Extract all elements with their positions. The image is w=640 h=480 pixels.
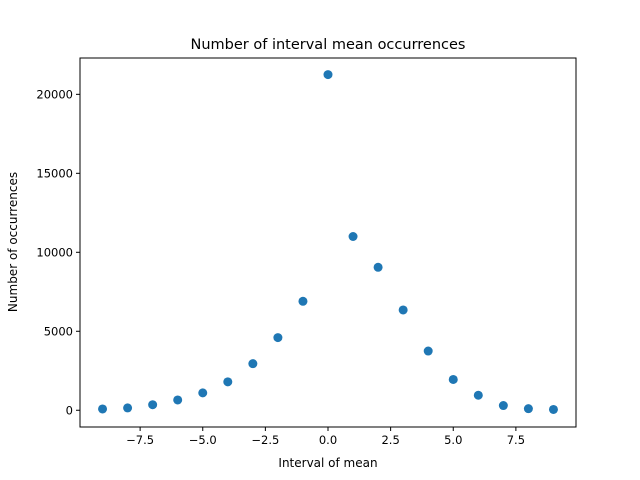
- data-point: [173, 395, 183, 405]
- data-point: [223, 377, 233, 387]
- data-point: [498, 401, 508, 411]
- x-axis-ticks: −7.5 −5.0 −2.5 0.0 2.5 5.0 7.5: [126, 427, 525, 447]
- data-point: [448, 374, 458, 384]
- data-point: [148, 400, 158, 410]
- y-tick-label: 10000: [36, 245, 73, 259]
- data-point: [248, 359, 258, 369]
- data-point: [98, 404, 108, 414]
- data-point: [123, 403, 133, 413]
- x-tick-label: −2.5: [251, 433, 279, 447]
- chart-title: Number of interval mean occurrences: [191, 37, 466, 53]
- data-point: [398, 305, 408, 315]
- data-point: [373, 262, 383, 272]
- x-tick-label: 5.0: [444, 433, 462, 447]
- data-point: [298, 296, 308, 306]
- y-tick-label: 5000: [44, 324, 73, 338]
- plot-frame: [79, 57, 577, 428]
- y-axis-label: Number of occurrences: [6, 172, 20, 312]
- x-tick-label: 2.5: [381, 433, 399, 447]
- data-point: [548, 404, 558, 414]
- x-axis-label: Interval of mean: [278, 456, 377, 470]
- data-point: [423, 346, 433, 356]
- data-point: [348, 231, 358, 241]
- data-point: [323, 70, 333, 80]
- y-axis-ticks: 0 5000 10000 15000 20000: [36, 87, 80, 417]
- data-point: [273, 333, 283, 343]
- y-tick-label: 0: [66, 403, 73, 417]
- data-point: [473, 390, 483, 400]
- y-tick-label: 15000: [36, 166, 73, 180]
- x-tick-label: 7.5: [507, 433, 525, 447]
- x-tick-label: 0.0: [319, 433, 337, 447]
- data-points: [98, 70, 558, 414]
- x-tick-label: −5.0: [189, 433, 217, 447]
- data-point: [198, 388, 208, 398]
- x-tick-label: −7.5: [126, 433, 154, 447]
- data-point: [523, 404, 533, 414]
- y-tick-label: 20000: [36, 87, 73, 101]
